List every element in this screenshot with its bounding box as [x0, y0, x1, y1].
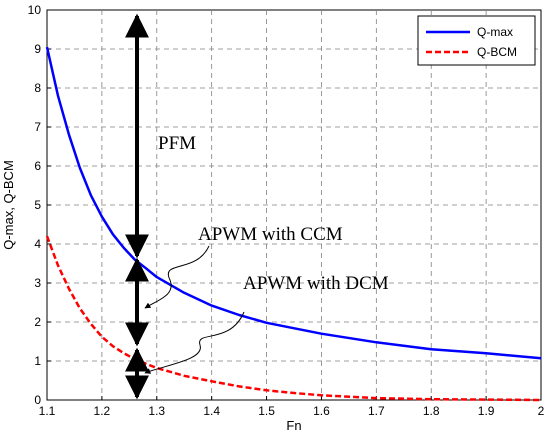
legend-label-q-max: Q-max: [477, 25, 513, 39]
x-tick-label: 2: [538, 404, 545, 418]
legend: Q-max Q-BCM: [417, 15, 536, 66]
x-tick-label: 1.8: [423, 404, 440, 418]
y-tick-label: 10: [28, 3, 42, 17]
y-tick-label: 6: [34, 159, 41, 173]
y-tick-label: 2: [34, 315, 41, 329]
pfm-label: PFM: [158, 133, 196, 154]
x-tick-label: 1.3: [148, 404, 165, 418]
x-tick-label: 1.1: [39, 404, 56, 418]
ccm-pointer-arrow: [144, 245, 210, 309]
y-axis-label: Q-max, Q-BCM: [1, 160, 16, 250]
y-tick-label: 4: [34, 237, 41, 251]
x-tick-label: 1.7: [368, 404, 385, 418]
ticks: 1.1 1.2 1.3 1.4 1.5 1.6 1.7 1.8 1.9 2 0 1 2 3 4 5 6 7 8 9 10: [28, 3, 545, 418]
y-tick-label: 8: [34, 81, 41, 95]
x-tick-label: 1.4: [203, 404, 220, 418]
y-tick-label: 3: [34, 276, 41, 290]
ccm-label: APWM with CCM: [198, 224, 343, 245]
y-tick-label: 1: [34, 354, 41, 368]
y-tick-label: 5: [34, 198, 41, 212]
x-tick-label: 1.2: [94, 404, 111, 418]
y-tick-label: 9: [34, 42, 41, 56]
dcm-pointer-arrow: [144, 311, 245, 374]
legend-label-q-bcm: Q-BCM: [477, 45, 517, 59]
y-tick-label: 7: [34, 120, 41, 134]
series-layer: [45, 46, 542, 402]
legend-box: [417, 15, 536, 66]
x-tick-label: 1.9: [478, 404, 495, 418]
dcm-label: APWM with DCM: [243, 273, 389, 294]
y-tick-label: 0: [34, 393, 41, 407]
series-line-q-max: [45, 46, 542, 360]
series-line-q-bcm: [45, 235, 542, 402]
x-tick-label: 1.6: [313, 404, 330, 418]
x-axis-label: Fn: [286, 418, 301, 433]
x-tick-label: 1.5: [258, 404, 275, 418]
